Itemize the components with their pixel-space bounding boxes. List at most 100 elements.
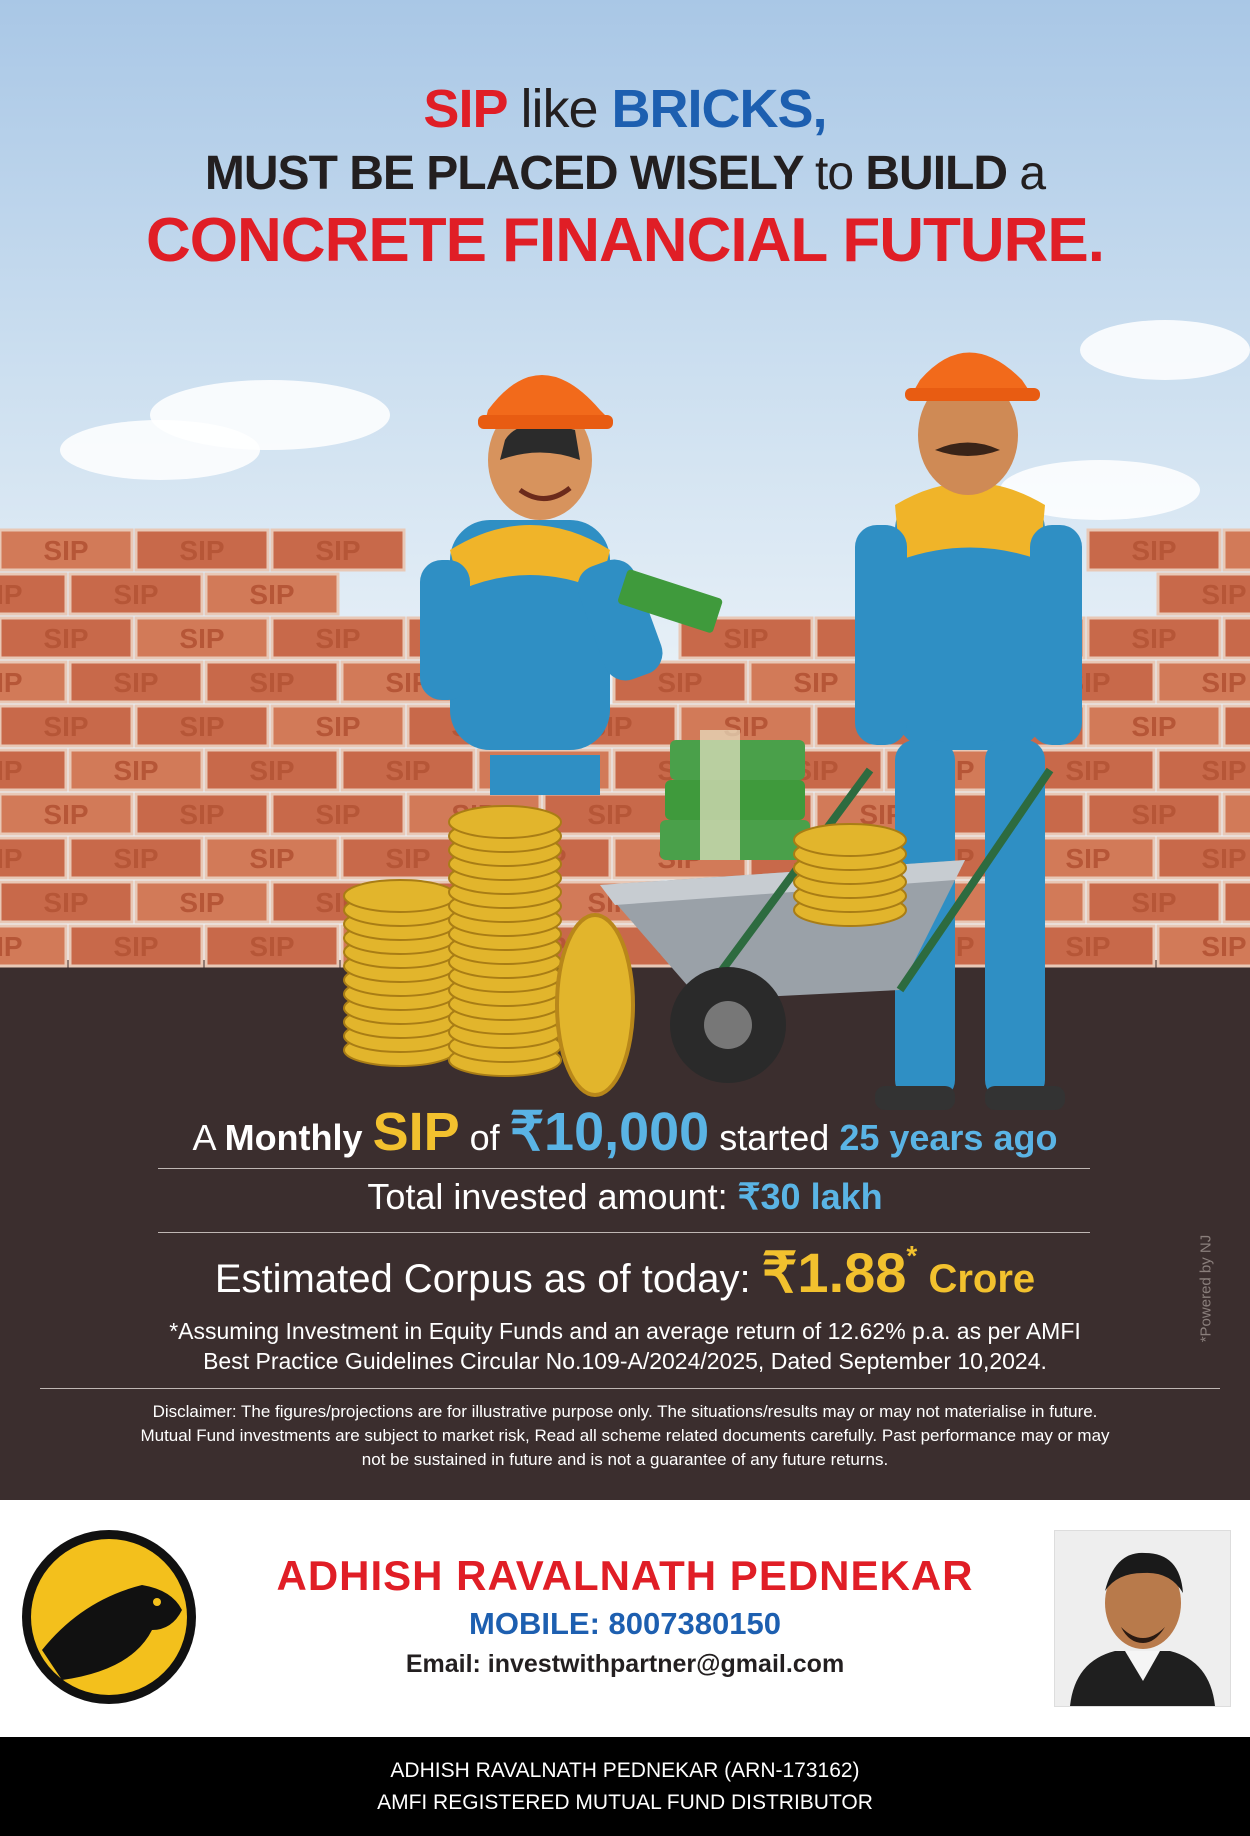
brick [68, 572, 204, 616]
cloud [60, 420, 260, 480]
brick [204, 748, 340, 792]
headline-part: a [1019, 147, 1046, 200]
assumption-note: *Assuming Investment in Equity Funds and… [0, 1316, 1250, 1376]
brick-label: SIP [793, 667, 838, 698]
brick [0, 880, 134, 924]
brick [0, 572, 68, 616]
brick-label: SIP [113, 667, 158, 698]
coin [343, 879, 457, 913]
brick-label: SIP [179, 887, 224, 918]
assumption-line: *Assuming Investment in Equity Funds and… [169, 1318, 1081, 1344]
coin [448, 805, 562, 839]
headline-part: BUILD [865, 147, 1008, 200]
brick-label: SIP [249, 931, 294, 962]
brick [0, 748, 68, 792]
advisor-mobile[interactable]: MOBILE: 8007380150 [469, 1606, 781, 1641]
disclaimer-line: Mutual Fund investments are subject to m… [140, 1426, 1110, 1445]
brick-label: SIP [723, 623, 768, 654]
text-monthly: Monthly [224, 1117, 363, 1158]
brick-label: SIP [0, 843, 23, 874]
brick-label: SIP [1201, 931, 1246, 962]
headline-line-2: MUST BE PLACED WISELY to BUILD a [0, 146, 1250, 201]
brick-label: SIP [385, 843, 430, 874]
headline: SIP like BRICKS, MUST BE PLACED WISELY t… [0, 78, 1250, 276]
worker-right-illustration [855, 352, 1082, 1110]
total-invested-label: Total invested amount: [367, 1176, 728, 1217]
brick-label: SIP [1065, 843, 1110, 874]
person-avatar-icon [1055, 1531, 1230, 1706]
brick-label: SIP [315, 799, 360, 830]
corpus-asterisk: * [906, 1240, 918, 1271]
brick [1156, 660, 1250, 704]
cloud [1080, 320, 1250, 380]
panther-logo [22, 1530, 196, 1704]
text-started: started [719, 1117, 830, 1158]
corpus-unit: Crore [928, 1257, 1036, 1301]
brick-label: SIP [1131, 711, 1176, 742]
brick-label: SIP [0, 755, 23, 786]
footer-bar: ADHISH RAVALNATH PEDNEKAR (ARN-173162) A… [0, 1737, 1250, 1836]
brick [68, 924, 204, 968]
brick [0, 528, 134, 572]
brick-label: SIP [315, 711, 360, 742]
brick [1086, 616, 1222, 660]
brick [134, 792, 270, 836]
brick [1156, 572, 1250, 616]
brick-label: SIP [1065, 931, 1110, 962]
brick [0, 616, 134, 660]
brick [1086, 792, 1222, 836]
brick-label: SIP [179, 799, 224, 830]
brick [1222, 528, 1250, 572]
brick [204, 572, 340, 616]
brick-label: SIP [1131, 623, 1176, 654]
coin-stacks-illustration [343, 805, 907, 1077]
brick [0, 792, 134, 836]
brick-label: SIP [0, 931, 23, 962]
brick [204, 660, 340, 704]
brick [0, 704, 134, 748]
brick-label: SIP [249, 579, 294, 610]
text-sip: SIP [372, 1102, 460, 1162]
disclaimer-line: not be sustained in future and is not a … [361, 1450, 889, 1469]
powered-by-label: *Powered by NJ [1197, 1234, 1215, 1343]
headline-line-3: CONCRETE FINANCIAL FUTURE. [146, 206, 1105, 275]
brick [134, 616, 270, 660]
brick-label: SIP [249, 667, 294, 698]
brick [1222, 616, 1250, 660]
brick-label: SIP [587, 799, 632, 830]
brick-label: SIP [43, 623, 88, 654]
worker-left-illustration [420, 375, 723, 795]
brick [1156, 924, 1250, 968]
brick [1222, 704, 1250, 748]
footer-amfi: AMFI REGISTERED MUTUAL FUND DISTRIBUTOR [377, 1791, 873, 1814]
brick-label: SIP [0, 667, 23, 698]
brick-label: SIP [43, 887, 88, 918]
advisor-email[interactable]: Email: investwithpartner@gmail.com [405, 1650, 845, 1678]
brick-label: SIP [1065, 755, 1110, 786]
brick-label: SIP [43, 711, 88, 742]
brick-label: SIP [1131, 535, 1176, 566]
brick-label: SIP [179, 623, 224, 654]
brick [270, 792, 406, 836]
brick [1086, 528, 1222, 572]
brick [1222, 792, 1250, 836]
brick [134, 704, 270, 748]
brick [1086, 880, 1222, 924]
coin [793, 823, 907, 857]
corpus-label: Estimated Corpus as of today: [214, 1257, 751, 1301]
disclaimer-line: Disclaimer: The figures/projections are … [152, 1402, 1098, 1421]
contact-panel [0, 1500, 1250, 1737]
brick-label: SIP [0, 579, 23, 610]
headline-like: like [520, 79, 599, 139]
disclaimer: Disclaimer: The figures/projections are … [40, 1400, 1210, 1472]
brick-label: SIP [1131, 887, 1176, 918]
brick [0, 836, 68, 880]
brick [0, 924, 68, 968]
brick-label: SIP [113, 579, 158, 610]
standing-coin [555, 913, 635, 1097]
brick [1156, 748, 1250, 792]
brick [542, 792, 678, 836]
headline-line-1: SIP like BRICKS, [0, 78, 1250, 140]
divider [158, 1232, 1090, 1233]
